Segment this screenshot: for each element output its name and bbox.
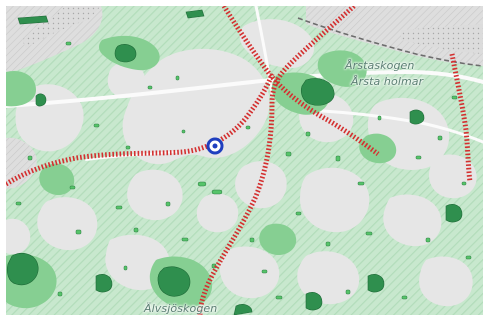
place-label-arsta-holmar: Årsta holmar — [351, 75, 424, 88]
urban-area-west — [6, 137, 37, 189]
map-canvas[interactable] — [6, 6, 483, 315]
place-label-arstaskogen: Årstaskogen — [345, 59, 415, 72]
trail-route-west — [6, 73, 275, 187]
trail-route-north — [221, 6, 380, 157]
trail-routes — [6, 6, 473, 315]
forest-dense-patches — [6, 9, 463, 315]
location-marker-icon[interactable] — [206, 137, 224, 155]
place-label-alvsjoskogen: Älvsjöskogen — [144, 302, 218, 315]
urban-area-northwest-dots — [22, 6, 101, 48]
urban-area-northeast — [306, 6, 483, 66]
map-view[interactable]: Årstaskogen Årsta holmar Älvsjöskogen — [6, 6, 483, 315]
urban-area-northeast-dots — [401, 24, 483, 54]
vegetation-specks — [15, 41, 472, 300]
